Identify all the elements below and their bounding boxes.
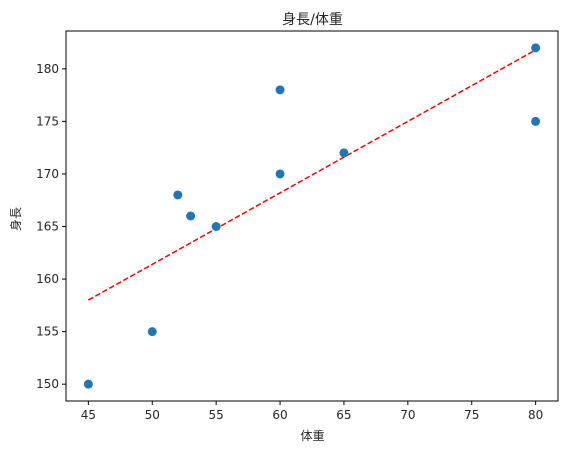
y-tick-label: 155 [36,325,59,339]
x-tick-label: 60 [272,408,287,422]
axes: 45 50 55 60 65 70 75 80 150 155 160 165 170 175 180 [36,30,559,422]
x-tick-label: 70 [400,408,415,422]
data-point [275,169,285,179]
x-tick-label: 65 [336,408,351,422]
plot-frame [65,30,559,402]
data-point [147,327,157,337]
data-point [83,379,93,389]
x-tick-label: 75 [464,408,479,422]
y-tick-label: 165 [36,220,59,234]
x-tick-label: 55 [209,408,224,422]
x-tick-label: 80 [528,408,543,422]
y-tick-label: 175 [36,114,59,128]
y-axis-title: 身長 [8,207,23,231]
y-tick-label: 180 [36,62,59,76]
data-point [186,211,196,221]
x-tick-label: 50 [145,408,160,422]
data-points [83,43,541,389]
trendline-layer [87,49,537,301]
data-point [275,85,285,95]
y-tick-label: 160 [36,272,59,286]
data-point [211,222,221,232]
chart-title: 身長/体重 [282,12,343,28]
data-point [339,148,349,158]
x-axis-title: 体重 [300,429,324,443]
data-point [531,116,541,126]
data-point [531,43,541,53]
y-tick-label: 150 [36,377,59,391]
trendline [87,49,537,301]
x-tick-label: 45 [81,408,96,422]
y-tick-label: 170 [36,167,59,181]
data-point [173,190,183,200]
